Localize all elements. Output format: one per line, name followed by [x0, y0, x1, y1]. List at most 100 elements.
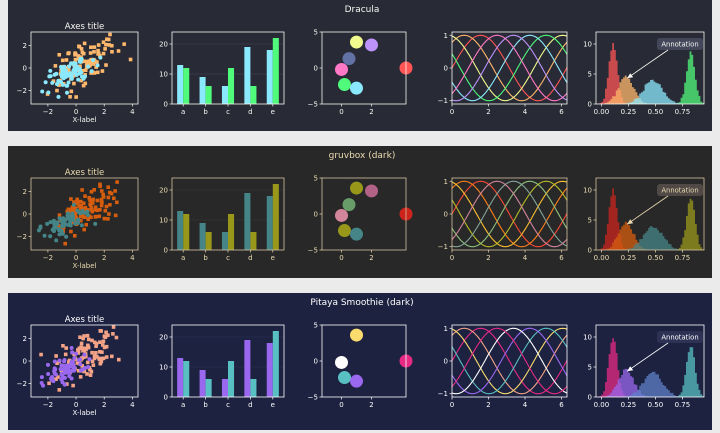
- scatter-square-point: [104, 355, 109, 359]
- scatter-square-point: [63, 352, 68, 357]
- hist-y-tick-label: 5: [588, 217, 592, 225]
- bar-category-label: e: [271, 108, 275, 116]
- bar-y-tick-label: 20: [159, 334, 168, 342]
- axes-frame: [171, 31, 285, 105]
- scatter-circle-point: [46, 90, 51, 95]
- scatter-x-tick-label: 2: [102, 254, 106, 262]
- scatter-circle-point: [45, 221, 50, 226]
- circle-y-tick-label: 0: [314, 358, 318, 366]
- sine-line-5: [451, 34, 568, 102]
- bar-s2-e: [272, 331, 279, 397]
- scatter-x-tick-label: 4: [130, 254, 135, 262]
- scatter-square-point: [82, 59, 87, 64]
- bar-s1-d: [244, 47, 251, 104]
- circle-y-tick-label: 5: [314, 322, 318, 330]
- scatter-square-point: [89, 189, 94, 194]
- scatter-circle-point: [69, 346, 74, 351]
- scatter-square-point: [79, 218, 83, 223]
- scatter-square-point: [83, 194, 87, 198]
- bar-y-tick-label: 0: [164, 394, 168, 402]
- scatter-square-point: [101, 339, 106, 344]
- scatter-square-point: [90, 338, 94, 343]
- scatter-square-point: [109, 43, 114, 48]
- scatter-square-point: [93, 205, 98, 210]
- scatter-square-point: [73, 57, 78, 62]
- scatter-x-tick-label: 4: [130, 108, 135, 116]
- scatter-circle-point: [66, 80, 71, 85]
- scatter-square-point: [73, 52, 77, 57]
- scatter-square-point: [53, 64, 58, 68]
- scatter-square-point: [106, 195, 111, 200]
- scatter-x-tick-label: −2: [43, 254, 53, 262]
- scatter-circle-point: [42, 233, 47, 238]
- scatter-square-point: [72, 81, 76, 86]
- annotation-arrowhead: [627, 366, 634, 372]
- scatter-square-point: [92, 45, 97, 49]
- scatter-square-point: [78, 335, 82, 339]
- scatter-square-point: [73, 201, 78, 206]
- histogram-2: [596, 371, 706, 397]
- hist-y-tick-label: 10: [583, 187, 592, 195]
- scatter-circle-point: [60, 223, 65, 228]
- scatter-circle-point: [95, 63, 100, 68]
- scatter-x-label: X-label: [73, 409, 97, 417]
- scatter-y-tick-label: −2: [17, 380, 27, 388]
- sine-line-6: [451, 34, 568, 102]
- scatter-square-point: [75, 197, 79, 202]
- scatter-circle-point: [60, 380, 65, 385]
- scatter-square-point: [89, 59, 94, 64]
- scatter-square-point: [76, 200, 80, 205]
- scatter-square-point: [57, 83, 61, 87]
- sine-line-6: [451, 180, 568, 248]
- line-x-tick-label: 6: [559, 254, 564, 262]
- annotation-arrowhead: [627, 73, 634, 79]
- scatter-circle-point: [64, 71, 69, 76]
- sine-line-3: [451, 34, 568, 102]
- bar-s2-d: [250, 232, 257, 250]
- axes-frame: [171, 324, 285, 398]
- scatter-square-point: [94, 344, 98, 349]
- scatter-square-point: [77, 346, 82, 351]
- scatter-circle-point: [75, 208, 80, 213]
- scatter-circle-point: [71, 217, 76, 222]
- line-x-tick-label: 6: [559, 108, 564, 116]
- scatter-circle-point: [62, 220, 67, 225]
- scatter-circle-point: [83, 74, 88, 79]
- scatter-y-tick-label: −2: [17, 233, 27, 241]
- scatter-square-point: [83, 205, 88, 210]
- bar-category-label: d: [248, 254, 252, 262]
- scatter-square-point: [99, 203, 104, 208]
- scatter-circle-point: [60, 217, 65, 222]
- sine-line-0: [451, 180, 568, 248]
- line-y-tick-label: 1: [444, 178, 448, 186]
- scatter-circle-point: [78, 357, 83, 362]
- scatter-square-point: [106, 217, 110, 221]
- bar-category-label: d: [248, 401, 252, 409]
- scatter-circle-point: [38, 225, 43, 230]
- scatter-circle-point: [53, 372, 58, 377]
- scatter-circle-point: [79, 368, 84, 373]
- bar-s2-e: [272, 38, 279, 104]
- scatter-x-tick-label: 2: [102, 108, 106, 116]
- scatter-circle-point: [58, 65, 63, 70]
- scatter-square-point: [99, 189, 104, 193]
- circle-x-tick-label: 0: [339, 108, 343, 116]
- scatter-square-point: [57, 213, 62, 217]
- scatter-square-point: [85, 62, 89, 67]
- bar-y-tick-label: 10: [159, 217, 168, 225]
- scatter-circle-point: [50, 375, 55, 380]
- scatter-square-point: [88, 51, 93, 55]
- scatter-circle-point: [76, 77, 81, 82]
- scatter-square-point: [81, 51, 86, 56]
- panel-theme-title: gruvbox (dark): [329, 151, 396, 161]
- scatter-square-point: [101, 40, 106, 44]
- scatter-square-point: [91, 363, 96, 367]
- scatter-square-point: [78, 206, 83, 211]
- bar-s2-c: [228, 68, 235, 104]
- scatter-square-point: [113, 213, 118, 218]
- theme-panel-svg: gruvbox (dark) −2 0 2 4 −2 0 2 Axes title X-label…: [8, 146, 712, 278]
- scatter-square-point: [81, 201, 86, 206]
- scatter-y-tick-label: 0: [23, 211, 27, 219]
- bar-category-label: a: [181, 108, 185, 116]
- scatter-square-point: [98, 329, 103, 333]
